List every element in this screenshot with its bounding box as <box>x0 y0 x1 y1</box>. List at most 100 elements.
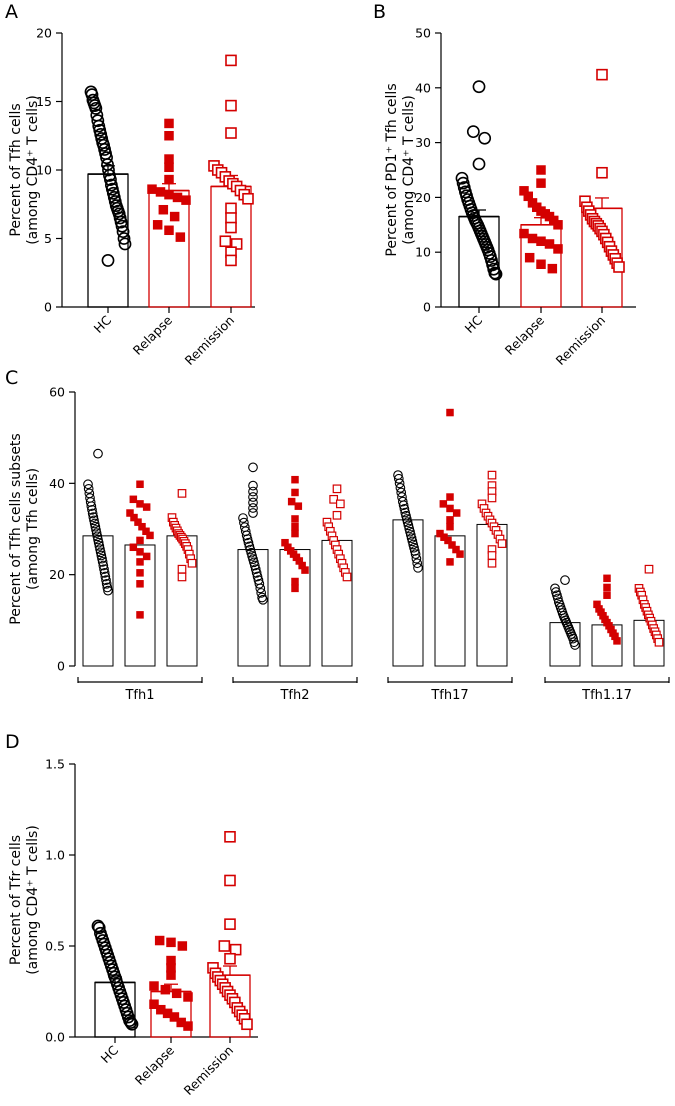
y-tick-label: 0.0 <box>45 1030 65 1045</box>
hc-data-point <box>396 487 407 498</box>
hc-data-point <box>103 585 113 596</box>
panel-C: C Percent of Tfh cells subsets(among Tfh … <box>5 367 670 703</box>
relapse-data-point <box>446 504 454 513</box>
y-tick-label: 10 <box>415 245 431 260</box>
hc-data-point <box>83 479 93 490</box>
remission-data-point <box>225 127 237 139</box>
relapse-data-point <box>603 591 611 599</box>
hc-data-point <box>410 549 421 559</box>
relapse-data-point <box>129 543 138 552</box>
hc-data-point <box>248 503 258 513</box>
relapse-data-point <box>183 992 193 1002</box>
relapse-data-point <box>136 500 144 508</box>
relapse-data-point <box>452 545 460 554</box>
hc-data-point <box>125 1017 139 1031</box>
relapse-data-point <box>164 162 174 173</box>
bar-tfh1.17-relapse <box>591 624 623 667</box>
y-tick-label: 0.5 <box>45 939 65 954</box>
hc-data-point <box>87 508 98 519</box>
hc-data-point <box>560 575 570 585</box>
relapse-data-point <box>136 580 144 588</box>
remission-data-point <box>242 192 254 205</box>
relapse-data-point <box>593 600 601 609</box>
remission-data-point <box>187 558 197 568</box>
relapse-data-point <box>281 538 289 547</box>
hc-data-point <box>99 564 109 575</box>
relapse-data-point <box>291 522 299 531</box>
hc-data-point <box>570 640 580 650</box>
remission-data-point <box>225 202 237 215</box>
relapse-data-point <box>169 1012 180 1022</box>
relapse-data-point <box>142 527 150 536</box>
relapse-data-point <box>446 493 454 501</box>
hc-data-point <box>101 254 115 267</box>
hc-data-point <box>397 496 408 507</box>
relapse-data-point <box>291 515 299 523</box>
relapse-data-point <box>136 548 144 556</box>
relapse-data-point <box>603 583 611 592</box>
y-axis-label: Percent of Tfh cells subsets(among Tfh c… <box>8 433 41 624</box>
relapse-data-point <box>524 252 535 263</box>
remission-data-point <box>644 564 654 574</box>
relapse-data-point <box>142 552 151 561</box>
relapse-data-point <box>158 204 169 215</box>
remission-data-point <box>497 539 507 548</box>
relapse-data-point <box>291 584 299 593</box>
relapse-data-point <box>154 935 165 946</box>
hc-data-point <box>489 267 503 281</box>
remission-data-point <box>335 499 345 509</box>
group-label: Tfh2 <box>279 688 309 703</box>
y-tick-label: 20 <box>415 190 431 205</box>
x-category-label: HC <box>91 312 115 336</box>
hc-data-point <box>466 125 480 139</box>
y-axis-label: Percent of Tfh cells(among CD4⁺ T cells) <box>8 95 41 245</box>
remission-data-point <box>487 551 497 560</box>
hc-data-point <box>104 173 117 186</box>
relapse-data-point <box>146 531 154 540</box>
relapse-data-point <box>544 239 555 249</box>
hc-data-point <box>255 583 266 594</box>
relapse-data-point <box>456 550 464 558</box>
relapse-data-point <box>138 522 146 531</box>
y-tick-label: 10 <box>36 163 52 178</box>
group-label: Tfh1.17 <box>581 688 632 703</box>
relapse-data-point <box>172 192 183 203</box>
remission-data-point <box>487 558 497 568</box>
relapse-data-point <box>177 941 188 951</box>
relapse-data-point <box>536 178 546 188</box>
relapse-data-point <box>160 984 171 995</box>
remission-data-point <box>596 68 608 81</box>
hc-data-point <box>455 171 469 185</box>
remission-data-point <box>224 830 236 843</box>
remission-data-point <box>218 940 231 952</box>
panel-B: B Percent of PD1⁺ Tfh cells(among CD4⁺ T … <box>373 1 636 368</box>
hc-data-point <box>252 571 263 582</box>
hc-data-point <box>568 633 578 644</box>
hc-data-point <box>411 553 422 564</box>
relapse-data-point <box>287 497 296 506</box>
relapse-data-point <box>444 536 452 545</box>
y-axis-label: Percent of Tfr cells(among CD4⁺ T cells) <box>8 825 41 975</box>
hc-data-point <box>115 219 129 233</box>
y-axis-label-line: (among CD4⁺ T cells) <box>401 95 417 245</box>
remission-data-point <box>225 54 237 67</box>
relapse-data-point <box>439 500 448 508</box>
x-category-label: HC <box>98 1042 122 1066</box>
remission-data-point <box>225 254 237 267</box>
relapse-data-point <box>291 475 299 484</box>
hc-data-point <box>398 500 409 511</box>
y-tick-label: 0 <box>44 300 52 315</box>
remission-data-point <box>332 510 342 520</box>
hc-data-point <box>117 232 131 245</box>
remission-data-point <box>225 221 237 234</box>
relapse-data-point <box>166 970 176 980</box>
y-tick-label: 5 <box>44 231 52 246</box>
relapse-data-point <box>126 509 134 517</box>
remission-data-point <box>613 261 625 273</box>
hc-data-point <box>124 1016 138 1029</box>
remission-data-point <box>654 637 664 647</box>
group-label: Tfh1 <box>124 688 154 703</box>
relapse-data-point <box>171 988 182 999</box>
y-tick-label: 30 <box>415 135 431 150</box>
panel-label: D <box>5 731 20 753</box>
